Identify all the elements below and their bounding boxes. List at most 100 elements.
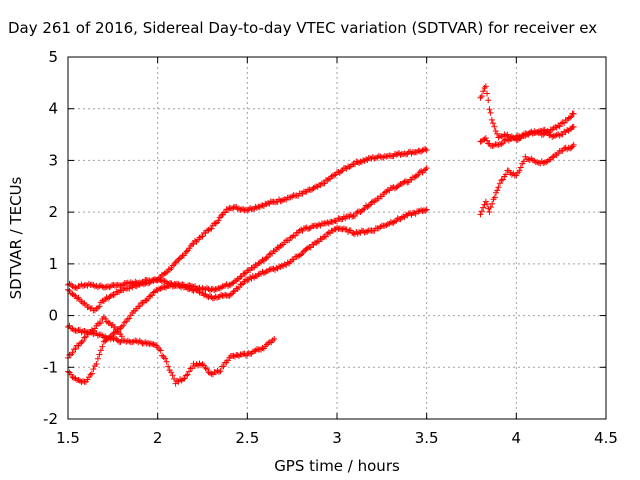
data-point	[558, 120, 565, 127]
data-point	[559, 147, 566, 154]
data-point	[549, 154, 556, 161]
x-tick-labels: 1.5 2 2.5 3 3.5 4 4.5	[56, 429, 618, 447]
data-point	[145, 296, 152, 303]
data-point	[402, 178, 409, 185]
data-point	[202, 365, 209, 372]
data-point	[553, 132, 560, 139]
data-point	[94, 355, 101, 362]
data-point	[361, 229, 368, 236]
data-point	[97, 319, 104, 326]
data-point	[97, 347, 104, 354]
data-point	[329, 219, 336, 226]
data-point	[486, 106, 493, 113]
data-point	[206, 370, 213, 377]
data-point	[102, 315, 109, 322]
y-tick-label: 3	[48, 151, 58, 169]
x-axis-label: GPS time / hours	[274, 457, 400, 475]
data-point	[67, 281, 74, 288]
data-point	[70, 292, 77, 299]
data-point	[414, 172, 421, 179]
x-tick-label: 4.5	[594, 429, 618, 447]
data-point	[531, 157, 538, 164]
data-point	[85, 280, 92, 287]
data-point	[238, 351, 245, 358]
data-point	[492, 127, 499, 134]
data-point	[266, 251, 273, 258]
data-point	[496, 180, 503, 187]
data-point	[423, 206, 430, 213]
data-point	[72, 345, 79, 352]
data-point	[265, 254, 272, 261]
data-point	[517, 164, 524, 171]
data-point	[313, 239, 320, 246]
data-point	[273, 264, 280, 271]
x-tick-label: 2	[153, 429, 163, 447]
data-point	[498, 141, 505, 148]
data-point	[147, 340, 154, 347]
data-point	[213, 294, 220, 301]
data-point	[107, 283, 114, 290]
data-point	[422, 207, 429, 214]
data-point	[150, 289, 157, 296]
data-point	[368, 199, 375, 206]
data-point	[371, 198, 378, 205]
data-point	[550, 125, 557, 132]
data-point	[169, 372, 176, 379]
x-tick-label: 4	[512, 429, 522, 447]
series-track-h	[477, 141, 577, 218]
data-point	[487, 204, 494, 211]
data-point	[113, 335, 120, 342]
data-point	[160, 354, 167, 361]
data-point	[78, 339, 85, 346]
data-point	[525, 156, 532, 163]
data-point	[217, 368, 224, 375]
data-point	[490, 120, 497, 127]
data-point	[317, 181, 324, 188]
data-point	[510, 134, 517, 141]
data-point	[118, 333, 125, 340]
data-point	[322, 233, 329, 240]
data-point	[386, 187, 393, 194]
data-point	[138, 279, 145, 286]
data-point	[271, 335, 278, 342]
data-point	[230, 288, 237, 295]
data-point	[200, 362, 207, 369]
data-point	[230, 352, 237, 359]
data-point	[570, 123, 577, 130]
data-point	[236, 284, 243, 291]
data-point	[78, 329, 85, 336]
data-point	[489, 200, 496, 207]
data-point	[73, 328, 80, 335]
data-point	[540, 131, 547, 138]
data-point	[564, 126, 571, 133]
data-point	[124, 337, 131, 344]
data-point	[354, 230, 361, 237]
data-point	[199, 233, 206, 240]
data-point	[491, 194, 498, 201]
data-point	[490, 142, 497, 149]
data-point	[245, 276, 252, 283]
data-point	[394, 215, 401, 222]
data-point	[99, 343, 106, 350]
data-point	[90, 366, 97, 373]
data-point	[162, 269, 169, 276]
x-tick-label: 3.5	[415, 429, 439, 447]
data-point	[88, 370, 95, 377]
data-point	[79, 337, 86, 344]
data-point	[360, 227, 367, 234]
data-point	[550, 153, 557, 160]
data-point	[289, 193, 296, 200]
x-tick-label: 1.5	[56, 429, 80, 447]
x-tick-label: 3	[332, 429, 342, 447]
data-point	[206, 293, 213, 300]
data-point	[556, 123, 563, 130]
data-point	[175, 256, 182, 263]
data-point	[146, 293, 153, 300]
data-point	[307, 244, 314, 251]
data-point	[159, 352, 166, 359]
data-point	[136, 303, 143, 310]
data-point	[69, 283, 76, 290]
data-point	[480, 88, 487, 95]
y-tick-label: 5	[48, 48, 58, 66]
data-point	[397, 151, 404, 158]
